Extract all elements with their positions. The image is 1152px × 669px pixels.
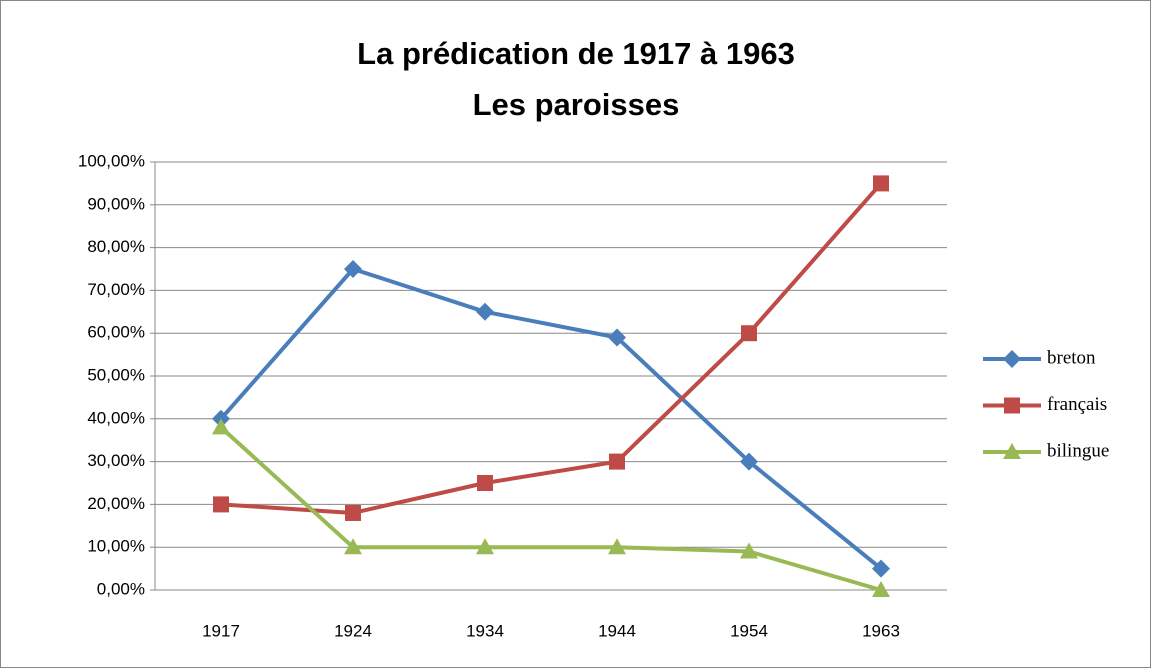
y-tick-label: 100,00% <box>78 151 145 170</box>
legend-marker <box>1004 397 1020 414</box>
data-point <box>740 542 758 559</box>
y-tick-label: 70,00% <box>87 280 145 299</box>
legend-marker <box>1003 443 1021 459</box>
data-point <box>609 453 625 470</box>
data-point <box>476 538 494 555</box>
x-tick-label: 1954 <box>730 621 768 640</box>
data-point <box>608 538 626 555</box>
series-line <box>220 182 883 515</box>
legend-marker <box>1003 350 1021 368</box>
chart-title: La prédication de 1917 à 1963 <box>357 36 795 71</box>
y-tick-label: 0,00% <box>97 579 145 598</box>
y-tick-label: 60,00% <box>87 323 145 342</box>
data-point <box>212 418 230 435</box>
data-point <box>873 175 889 192</box>
data-point <box>476 302 494 321</box>
y-tick-label: 10,00% <box>87 537 145 556</box>
data-point <box>872 581 890 597</box>
data-point <box>477 475 493 491</box>
y-tick-label: 40,00% <box>87 408 145 427</box>
data-point <box>608 328 626 347</box>
y-tick-label: 20,00% <box>87 494 145 513</box>
series-line <box>219 267 883 571</box>
data-point <box>344 538 362 555</box>
x-tick-label: 1924 <box>334 621 372 640</box>
data-point <box>741 325 757 342</box>
legend-label: bilingue <box>1047 440 1109 461</box>
data-point <box>213 496 229 513</box>
y-tick-label: 90,00% <box>87 194 145 213</box>
legend-label: breton <box>1047 347 1096 368</box>
y-tick-label: 50,00% <box>87 365 145 384</box>
x-tick-label: 1917 <box>202 621 240 640</box>
x-tick-label: 1963 <box>862 621 900 640</box>
data-point <box>344 260 362 278</box>
y-tick-label: 30,00% <box>87 451 145 470</box>
data-point <box>872 559 890 578</box>
data-point <box>740 452 758 471</box>
series-line <box>219 425 882 592</box>
x-tick-label: 1944 <box>598 621 636 640</box>
y-tick-label: 80,00% <box>87 237 145 256</box>
legend-label: français <box>1047 394 1107 415</box>
data-point <box>345 504 361 521</box>
x-tick-label: 1934 <box>466 621 504 640</box>
chart-subtitle: Les paroisses <box>473 87 680 122</box>
